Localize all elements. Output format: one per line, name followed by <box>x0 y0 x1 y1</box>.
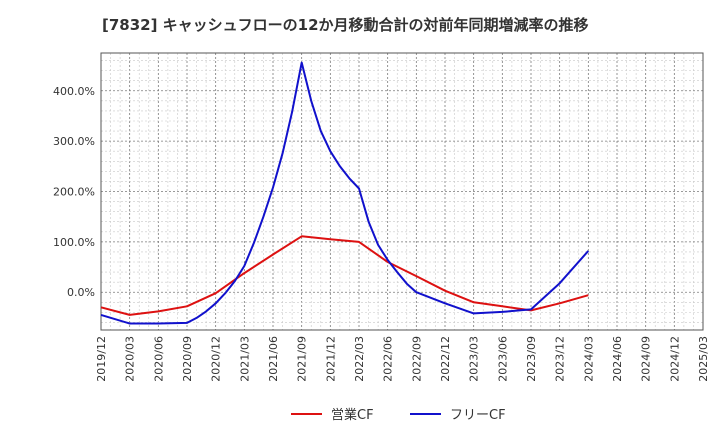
x-tick-label: 2023/12 <box>554 336 567 382</box>
x-tick-label: 2021/09 <box>296 336 309 382</box>
y-tick-label: 300.0% <box>53 135 95 148</box>
x-tick-label: 2020/12 <box>210 336 223 382</box>
x-tick-label: 2021/12 <box>324 336 337 382</box>
x-tick-label: 2020/09 <box>181 336 194 382</box>
y-tick-label: 0.0% <box>67 286 95 299</box>
x-tick-label: 2024/12 <box>668 336 681 382</box>
x-tick-label: 2022/06 <box>382 336 395 382</box>
x-tick-label: 2023/03 <box>468 336 481 382</box>
y-tick-label: 200.0% <box>53 186 95 199</box>
x-tick-label: 2024/03 <box>582 336 595 382</box>
x-tick-label: 2024/06 <box>611 336 624 382</box>
x-tick-label: 2023/09 <box>525 336 538 382</box>
legend-label-1: 営業CF <box>331 407 374 423</box>
series-line-1 <box>100 235 589 316</box>
x-tick-label: 2019/12 <box>95 336 108 382</box>
series-line-2 <box>100 61 590 325</box>
x-tick-label: 2021/03 <box>238 336 251 382</box>
y-tick-label: 100.0% <box>53 236 95 249</box>
x-tick-label: 2023/06 <box>496 336 509 382</box>
legend-label-2: フリーCF <box>450 408 506 423</box>
x-tick-label: 2021/06 <box>267 336 280 382</box>
y-tick-label: 400.0% <box>53 85 95 98</box>
x-tick-label: 2020/06 <box>152 336 165 382</box>
x-tick-label: 2022/09 <box>410 336 423 382</box>
x-tick-label: 2020/03 <box>124 336 137 382</box>
plot-area-frame <box>100 52 704 331</box>
x-tick-label: 2022/03 <box>353 336 366 382</box>
x-tick-label: 2025/03 <box>697 336 710 382</box>
x-tick-label: 2022/12 <box>439 336 452 382</box>
x-tick-label: 2024/09 <box>640 336 653 382</box>
chart-title: [7832] キャッシュフローの12か月移動合計の対前年同期増減率の推移 <box>102 16 589 34</box>
